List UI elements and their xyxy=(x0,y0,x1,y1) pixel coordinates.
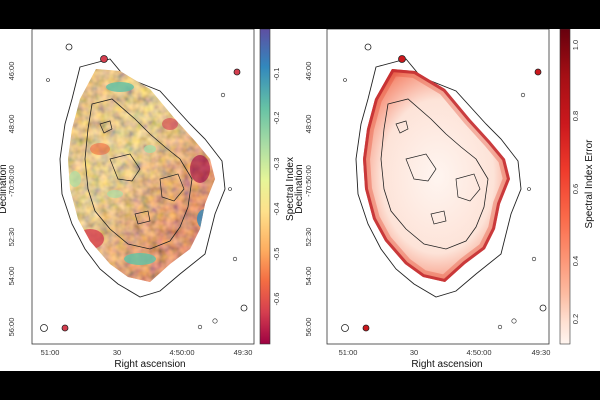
left-colorbar-label: Spectral Index xyxy=(285,157,296,221)
right-y-tick: 56:00 xyxy=(304,318,313,337)
left-x-tick: 49:30 xyxy=(234,348,253,357)
right-inner-contour xyxy=(380,98,489,250)
left-y-axis-label: Declination xyxy=(0,164,9,213)
left-y-tick: 46:00 xyxy=(7,62,16,81)
right-colorbar-label: Spectral Index Error xyxy=(584,139,595,229)
left-x-ticks: 51:00 30 4:50:00 49:30 xyxy=(41,348,253,357)
left-panel: 46:00 48:00 -70:50:00 52:30 54:00 56:00 … xyxy=(0,29,296,370)
left-colorbar-tick: -0.2 xyxy=(272,112,281,125)
right-colorbar-tick: 0.4 xyxy=(571,256,580,266)
right-x-tick: 30 xyxy=(410,348,418,357)
left-y-tick: -70:50:00 xyxy=(7,165,16,197)
left-x-axis-label: Right ascension xyxy=(114,359,185,370)
left-colorbar xyxy=(259,29,271,345)
left-x-tick: 4:50:00 xyxy=(169,348,194,357)
figure-svg: 46:00 48:00 -70:50:00 52:30 54:00 56:00 … xyxy=(0,29,595,370)
right-x-tick: 49:30 xyxy=(532,348,551,357)
left-x-tick: 30 xyxy=(113,348,121,357)
figure-frame: 46:00 48:00 -70:50:00 52:30 54:00 56:00 … xyxy=(0,29,600,371)
left-inner-contour xyxy=(84,98,193,250)
right-y-tick: 54:00 xyxy=(304,267,313,286)
left-y-ticks: 46:00 48:00 -70:50:00 52:30 54:00 56:00 xyxy=(7,62,16,337)
left-colorbar-ticks: -0.1 -0.2 -0.3 -0.4 -0.5 -0.6 xyxy=(272,68,281,306)
left-colorbar-tick: -0.1 xyxy=(272,68,281,81)
right-x-ticks: 51:00 30 4:50:00 49:30 xyxy=(339,348,551,357)
right-colorbar-ticks: 1.0 0.8 0.6 0.4 0.2 xyxy=(571,40,580,324)
left-colorbar-tick: -0.6 xyxy=(272,293,281,306)
left-colorbar-tick: -0.5 xyxy=(272,248,281,261)
right-outer-contour xyxy=(355,58,522,298)
right-colorbar-tick: 1.0 xyxy=(571,40,580,50)
right-y-ticks: 46:00 48:00 -70:50:00 52:30 54:00 56:00 xyxy=(304,62,313,337)
right-colorbar-tick: 0.8 xyxy=(571,111,580,121)
left-colorbar-tick: -0.4 xyxy=(272,203,281,216)
left-x-tick: 51:00 xyxy=(41,348,60,357)
right-y-tick: -70:50:00 xyxy=(304,165,313,197)
right-colorbar-tick: 0.2 xyxy=(571,314,580,324)
left-y-tick: 48:00 xyxy=(7,115,16,134)
right-y-tick: 48:00 xyxy=(304,115,313,134)
right-x-axis-label: Right ascension xyxy=(411,359,482,370)
left-y-tick: 54:00 xyxy=(7,267,16,286)
right-y-tick: 52:30 xyxy=(304,228,313,247)
right-y-tick: 46:00 xyxy=(304,62,313,81)
right-colorbar-tick: 0.6 xyxy=(571,184,580,194)
left-outer-contour xyxy=(59,58,226,298)
right-y-axis-label: Declination xyxy=(294,164,305,213)
left-y-tick: 52:30 xyxy=(7,228,16,247)
right-colorbar xyxy=(559,29,571,345)
left-colorbar-tick: -0.3 xyxy=(272,158,281,171)
right-x-tick: 4:50:00 xyxy=(466,348,491,357)
right-panel: 46:00 48:00 -70:50:00 52:30 54:00 56:00 … xyxy=(294,29,595,370)
right-x-tick: 51:00 xyxy=(339,348,358,357)
left-y-tick: 56:00 xyxy=(7,318,16,337)
